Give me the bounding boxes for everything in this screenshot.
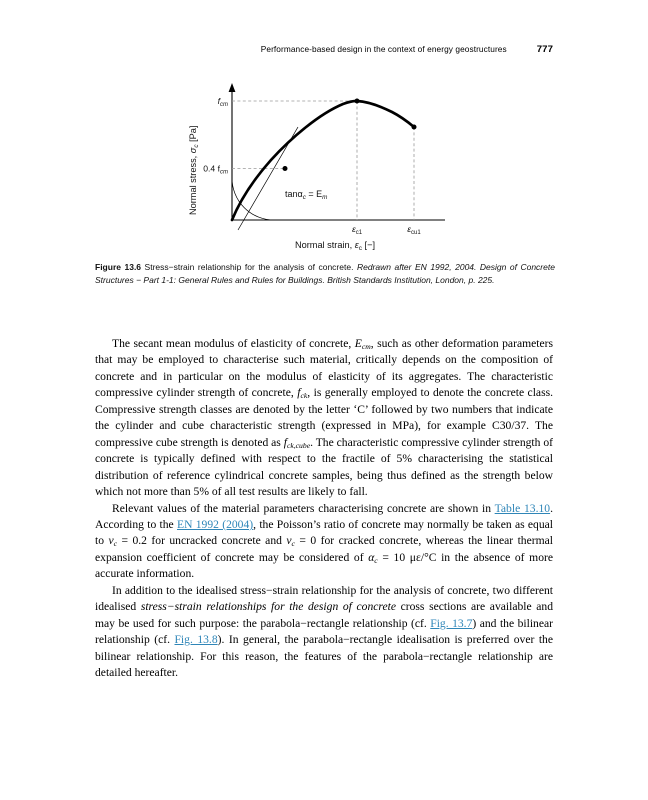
p3-segment-a: In addition to the idealised stress−stra… xyxy=(95,583,553,614)
stress-strain-chart: Normal stress, σc [Pa] xyxy=(95,70,553,250)
p2-symbol-alpha: α xyxy=(368,550,375,564)
svg-text:Normal stress, σc [Pa]: Normal stress, σc [Pa] xyxy=(188,126,200,215)
p1-symbol-fckcube: f xyxy=(283,435,287,449)
tangent-line xyxy=(237,126,299,231)
p1-segment-a: The secant mean modulus of elasticity of… xyxy=(112,337,355,350)
x-tick-label-epsc1: εc1 xyxy=(352,224,363,236)
y-axis-label-unit-text: [Pa] xyxy=(188,126,198,142)
y-tick-label-04fcm: 0.4 fcm xyxy=(203,164,228,176)
p2-symbol-nu-2-value: = 0 xyxy=(294,534,317,548)
stress-strain-curve xyxy=(230,99,416,222)
figure-caption-text: Stress−strain relationship for the analy… xyxy=(144,262,354,272)
chart-axes xyxy=(228,83,445,221)
p1-symbol-fckcube-sub: ck,cube xyxy=(286,440,311,450)
y-axis-label: Normal stress, σc [Pa] xyxy=(188,126,200,215)
annotation-tangent-modulus: tanαc = Em xyxy=(285,189,327,201)
p2-symbol-nu-1: ν xyxy=(108,534,114,548)
p2-symbol-nu-2-sub: c xyxy=(291,539,295,549)
paragraph-1: The secant mean modulus of elasticity of… xyxy=(95,336,553,501)
p1-segment-b: , such as other deformation parameters t… xyxy=(95,337,553,400)
chart-guides xyxy=(232,100,415,220)
link-fig-13-7[interactable]: Fig. 13.7 xyxy=(430,616,473,630)
angle-arc xyxy=(231,177,275,221)
y-axis-label-symbol-sub: c xyxy=(193,144,200,148)
link-fig-13-8[interactable]: Fig. 13.8 xyxy=(174,633,218,647)
figure-caption-source: Redrawn after EN 1992, 2004. Design of C… xyxy=(95,262,555,286)
p2-segment-e: for cracked concrete, whereas the linear… xyxy=(95,534,553,564)
p2-symbol-nu-1-sub: c xyxy=(113,539,118,549)
p2-symbol-nu-1-value: = 0.2 xyxy=(117,534,147,548)
paragraph-2: Relevant values of the material paramete… xyxy=(95,501,553,583)
p2-symbol-nu-2: ν xyxy=(286,534,292,548)
figure-caption-label: Figure 13.6 xyxy=(95,262,142,272)
marker-point-ultimate xyxy=(411,124,417,130)
chart-svg: Normal stress, σc [Pa] xyxy=(188,83,445,250)
figure-13-6: Normal stress, σc [Pa] xyxy=(95,70,553,250)
p1-symbol-fck-sub: ck xyxy=(300,391,308,401)
p1-symbol-fck: f xyxy=(297,386,301,400)
marker-point-04fcm xyxy=(282,166,288,171)
p3-segment-b: cross sections are available and may be … xyxy=(95,600,554,630)
p1-segment-d: . The characteristic compressive cylinde… xyxy=(95,435,553,499)
p3-italic-phrase: stress−strain relationships for the desi… xyxy=(140,600,396,614)
paragraph-3: In addition to the idealised stress−stra… xyxy=(95,583,553,682)
link-en-1992-2004[interactable]: EN 1992 (2004) xyxy=(177,517,254,531)
y-axis-label-main: Normal stress, xyxy=(188,153,198,215)
p1-symbol-ecm: E xyxy=(354,337,362,350)
y-axis-label-symbol: σ xyxy=(188,147,198,153)
running-header: Performance-based design in the context … xyxy=(95,44,553,58)
body-text: The secant mean modulus of elasticity of… xyxy=(95,336,553,682)
x-tick-label-epscu1: εcu1 xyxy=(407,224,421,236)
p2-segment-d: for uncracked concrete and xyxy=(146,534,287,548)
p2-symbol-alpha-sub: c xyxy=(374,556,378,566)
link-table-13-10[interactable]: Table 13.10 xyxy=(494,501,551,515)
p1-segment-c: , is generally employed to denote the co… xyxy=(95,386,553,449)
p2-segment-a: Relevant values of the material paramete… xyxy=(112,501,495,515)
p3-segment-d: ). In general, the parabola−rectangle id… xyxy=(95,633,553,680)
p2-segment-c: , the Poisson’s ratio of concrete may no… xyxy=(95,517,554,548)
p1-symbol-ecm-sub: cm xyxy=(361,342,371,352)
p2-segment-f: in the absence of more accurate informat… xyxy=(95,550,553,581)
marker-point-peak xyxy=(354,98,360,104)
page-number: 777 xyxy=(536,44,553,55)
figure-caption: Figure 13.6 Stress−strain relationship f… xyxy=(95,261,555,288)
p2-symbol-alpha-value: = 10 με/°C xyxy=(377,550,437,564)
running-header-title: Performance-based design in the context … xyxy=(260,44,507,54)
x-axis-label: Normal strain, εc [−] xyxy=(295,240,375,250)
p2-segment-b: . According to the xyxy=(95,501,553,531)
y-tick-label-fcm: fcm xyxy=(218,96,228,108)
p3-segment-c: ) and the bilinear relationship (cf. xyxy=(95,616,554,647)
